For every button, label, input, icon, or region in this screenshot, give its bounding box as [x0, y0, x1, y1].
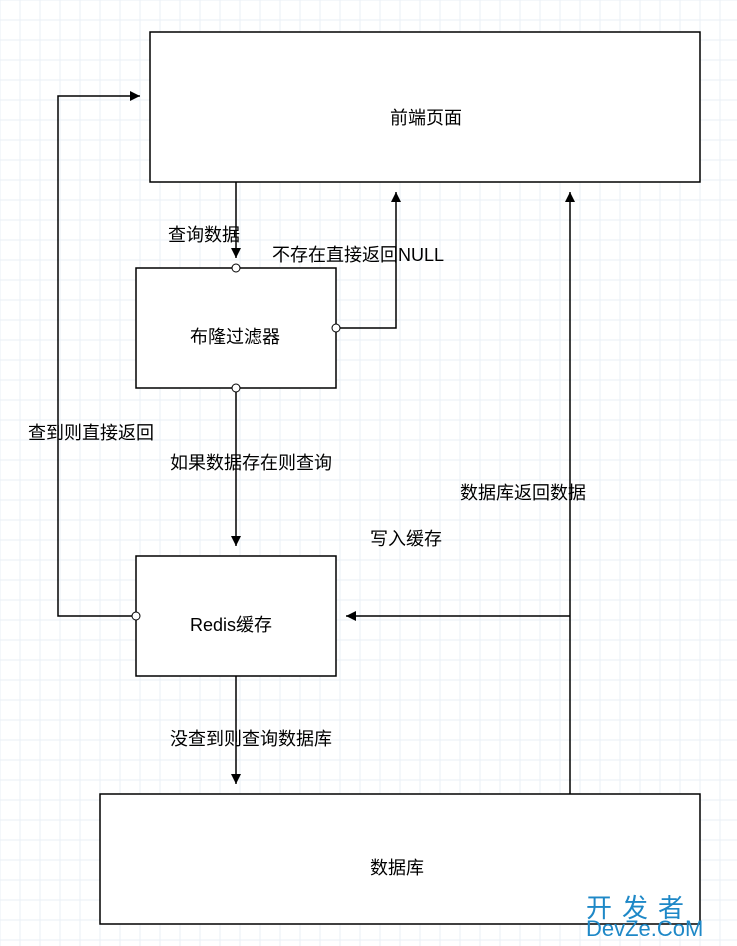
- edge-label-e1: 查询数据: [168, 221, 240, 247]
- port-e1: [232, 264, 240, 272]
- node-label-redis: Redis缓存: [190, 611, 272, 637]
- node-label-frontend: 前端页面: [390, 104, 462, 130]
- node-label-database: 数据库: [370, 854, 424, 880]
- edge-label-e6: 数据库返回数据: [460, 479, 586, 505]
- edge-label-e5: 没查到则查询数据库: [170, 725, 332, 751]
- node-label-bloom: 布隆过滤器: [190, 323, 280, 349]
- edge-label-e3: 如果数据存在则查询: [170, 449, 332, 475]
- diagram-canvas: 查询数据不存在直接返回NULL 如果数据存在则查询查到则直接返回没查到则查询数据库…: [0, 0, 737, 946]
- port-e4: [132, 612, 140, 620]
- watermark-bottom: DevZe.CoM: [586, 916, 703, 942]
- port-e2: [332, 324, 340, 332]
- edge-label-e2: 不存在直接返回NULL: [272, 241, 444, 267]
- edge-label-e7: 写入缓存: [370, 525, 442, 551]
- edge-label-e4: 查到则直接返回: [28, 419, 154, 445]
- port-e3: [232, 384, 240, 392]
- flowchart-svg: [0, 0, 737, 946]
